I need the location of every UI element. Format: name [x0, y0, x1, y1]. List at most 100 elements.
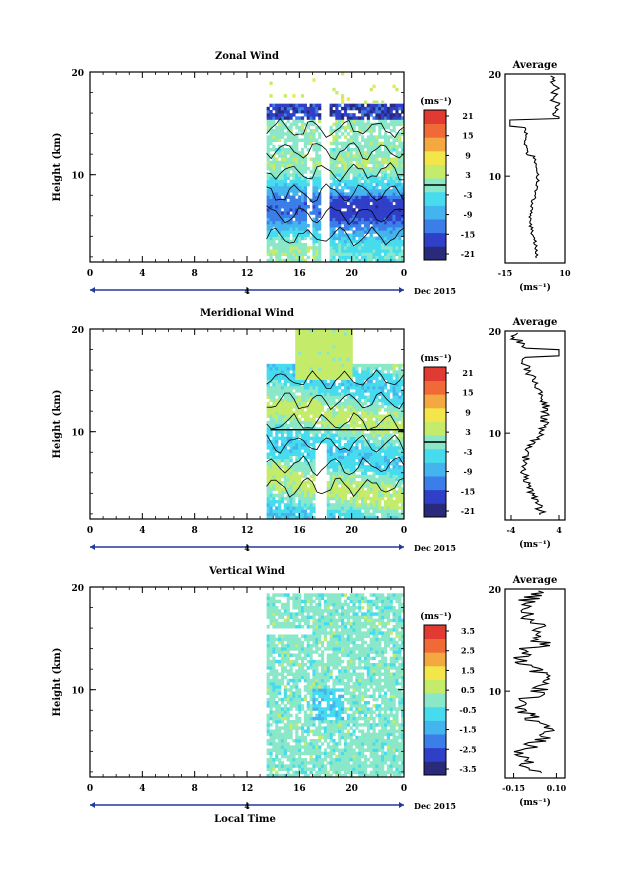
heatmap-cell [306, 455, 310, 460]
heatmap-cell [303, 135, 307, 139]
heatmap-cell [272, 135, 276, 139]
heatmap-cell [363, 214, 368, 218]
heatmap-cell [372, 471, 376, 475]
heatmap-cell [300, 148, 305, 152]
heatmap-cell [335, 433, 339, 437]
heatmap-cell [295, 672, 299, 676]
heatmap-cell [280, 493, 285, 498]
heatmap-cell [361, 446, 365, 450]
heatmap-cell [298, 182, 302, 187]
heatmap-cell [381, 424, 385, 428]
heatmap-cell [392, 106, 396, 111]
heatmap-cell [318, 389, 322, 393]
heatmap-cell [358, 198, 362, 203]
colorbar-segment [424, 489, 446, 504]
heatmap-cell [289, 195, 293, 199]
heatmap-cell [338, 160, 342, 165]
heatmap-cell [338, 506, 342, 510]
heatmap-cell [326, 341, 330, 346]
heatmap-cell [389, 468, 393, 472]
heatmap-cell [372, 246, 376, 250]
heatmap-cell [269, 634, 273, 638]
heatmap-cell [349, 344, 353, 349]
heatmap-cell [392, 125, 396, 130]
heatmap-cell [300, 506, 305, 510]
heatmap-cell [272, 458, 276, 463]
heatmap-cell [266, 672, 270, 676]
heatmap-cell [266, 663, 270, 667]
heatmap-cell [289, 243, 293, 247]
heatmap-cell [266, 135, 270, 139]
heatmap-cell [309, 436, 313, 441]
heatmap-cell [300, 154, 305, 158]
heatmap-cell [343, 348, 348, 352]
heatmap-cell [352, 246, 356, 250]
heatmap-cell [341, 408, 345, 412]
heatmap-cell [335, 367, 339, 371]
heatmap-cell [386, 246, 390, 250]
heatmap-cell [363, 100, 368, 104]
heatmap-cell [266, 420, 270, 425]
heatmap-cell [306, 395, 310, 399]
heatmap-cell [341, 465, 345, 469]
heatmap-cell [335, 148, 339, 152]
heatmap-cell [329, 401, 333, 406]
heatmap-cell [283, 252, 287, 256]
heatmap-cell [280, 367, 285, 371]
heatmap-cell [298, 430, 302, 434]
heatmap-cell [292, 770, 296, 775]
contour-line [266, 205, 405, 226]
heatmap-cell [386, 135, 390, 139]
heatmap-cell [286, 452, 290, 456]
heatmap-cell [341, 214, 345, 218]
heatmap-cell [295, 411, 299, 415]
heatmap-cell [338, 500, 342, 504]
heatmap-cell [349, 500, 353, 504]
heatmap-cell [298, 129, 302, 133]
heatmap-cell [272, 701, 276, 705]
heatmap-cell [272, 370, 276, 374]
heatmap-cell [306, 367, 310, 371]
heatmap-cell [392, 420, 396, 425]
heatmap-cell [323, 344, 328, 349]
heatmap-cell [381, 395, 385, 399]
heatmap-cell [312, 144, 316, 149]
heatmap-cell [395, 468, 399, 472]
heatmap-cell [292, 496, 296, 501]
heatmap-cell [286, 735, 290, 740]
heatmap-cell [361, 500, 365, 504]
heatmap-cell [349, 119, 353, 123]
heatmap-cell [298, 154, 302, 158]
heatmap-cell [315, 354, 319, 358]
heatmap-cell [372, 446, 376, 450]
heatmap-cell [289, 723, 293, 727]
heatmap-cell [386, 443, 390, 447]
heatmap-cell [361, 113, 365, 117]
heatmap-cell [286, 230, 290, 234]
heatmap-cell [272, 205, 276, 209]
heatmap-cell [292, 163, 296, 168]
heatmap-cell [386, 367, 390, 371]
heatmap-cell [266, 214, 270, 218]
heatmap-cell [266, 656, 270, 661]
heatmap-cell [278, 704, 282, 708]
heatmap-cell [329, 503, 333, 507]
heatmap-cell [289, 122, 293, 127]
heatmap-cell [306, 116, 310, 120]
heatmap-cell [369, 401, 373, 406]
heatmap-cell [389, 208, 393, 212]
heatmap-cell [389, 427, 393, 431]
heatmap-cell [312, 148, 316, 152]
heatmap-cell [280, 593, 285, 597]
heatmap-cell [395, 411, 399, 415]
heatmap-cell [309, 354, 313, 358]
heatmap-cell [272, 713, 276, 718]
heatmap-cell [286, 255, 290, 260]
heatmap-cell [343, 239, 348, 244]
heatmap-cell [275, 243, 279, 247]
heatmap-cell [283, 224, 287, 228]
heatmap-cell [386, 490, 390, 494]
heatmap-cell [329, 160, 333, 165]
heatmap-cell [349, 455, 353, 460]
heatmap-cell [338, 414, 342, 418]
